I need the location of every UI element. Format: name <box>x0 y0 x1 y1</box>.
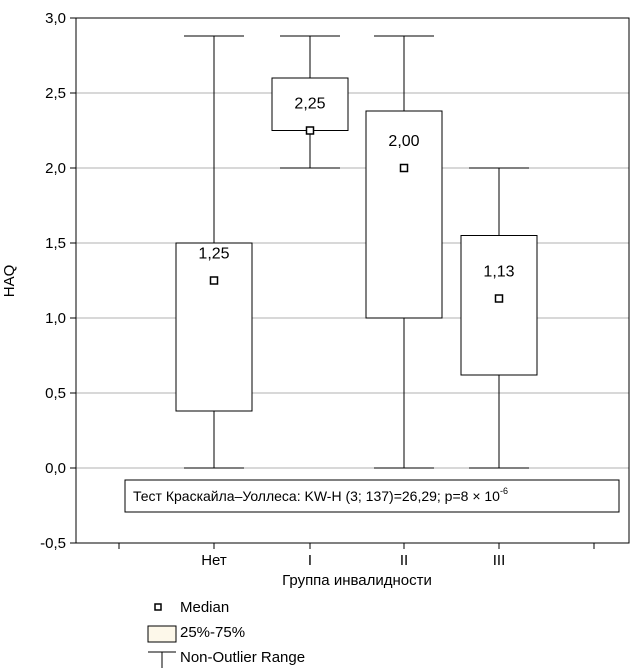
y-axis-title: HAQ <box>1 265 18 298</box>
annotation-box <box>124 479 620 513</box>
box-plot-4: 1,13 <box>460 167 538 469</box>
annotation-main: Тест Краскайла–Уоллеса: KW-H (3; 137)=26… <box>133 488 500 504</box>
legend-label-range: Non-Outlier Range <box>180 649 305 666</box>
median-marker-icon <box>154 603 162 611</box>
annotation-text: Тест Краскайла–Уоллеса: KW-H (3; 137)=26… <box>133 486 508 504</box>
box-plot-2: 2,25 <box>271 35 349 169</box>
x-tick-label: I <box>308 552 312 569</box>
y-axis-ticks: -0,5 0,0 0,5 1,0 1,5 2,0 2,5 3,0 <box>40 10 76 552</box>
y-tick-label: 3,0 <box>45 10 66 27</box>
median-label: 1,13 <box>483 264 514 281</box>
legend: Median 25%-75% Non-Outlier Range <box>147 599 305 668</box>
median-marker <box>399 163 409 173</box>
x-axis-title: Группа инвалидности <box>282 572 432 589</box>
y-tick-label: 2,0 <box>45 160 66 177</box>
x-tick-label: III <box>493 552 506 569</box>
test-annotation: Тест Краскайла–Уоллеса: KW-H (3; 137)=26… <box>124 479 620 513</box>
iqr-box <box>271 77 349 131</box>
box-plot-1: 1,25 <box>175 35 253 469</box>
plot-frame <box>75 17 630 544</box>
boxes: 1,25 2,25 2,00 1,13 <box>175 35 538 469</box>
median-label: 2,00 <box>388 133 419 150</box>
iqr-box <box>460 235 538 376</box>
grid-lines <box>76 92 629 469</box>
iqr-box <box>175 242 253 412</box>
y-tick-label: 2,5 <box>45 85 66 102</box>
median-marker <box>209 276 219 285</box>
y-tick-label: 1,0 <box>45 310 66 327</box>
y-tick-label: 1,5 <box>45 235 66 252</box>
axes <box>75 17 630 544</box>
median-marker <box>305 126 315 135</box>
y-tick-label: 0,0 <box>45 460 66 477</box>
annotation-superscript: -6 <box>500 486 508 496</box>
y-tick-label: -0,5 <box>40 535 66 552</box>
median-label: 2,25 <box>294 96 325 113</box>
y-tick-label: 0,5 <box>45 385 66 402</box>
box-swatch-icon <box>147 625 177 643</box>
x-tick-label: Нет <box>201 552 227 569</box>
x-tick-label: II <box>400 552 408 569</box>
median-marker <box>494 294 504 303</box>
whisker-symbol-icon <box>148 651 176 668</box>
median-label: 1,25 <box>198 246 229 263</box>
iqr-box <box>365 110 443 319</box>
box-plot-3: 2,00 <box>365 35 443 469</box>
legend-label-median: Median <box>180 599 229 616</box>
legend-label-box: 25%-75% <box>180 624 245 641</box>
x-axis-ticks: Нет I II III <box>118 543 595 569</box>
